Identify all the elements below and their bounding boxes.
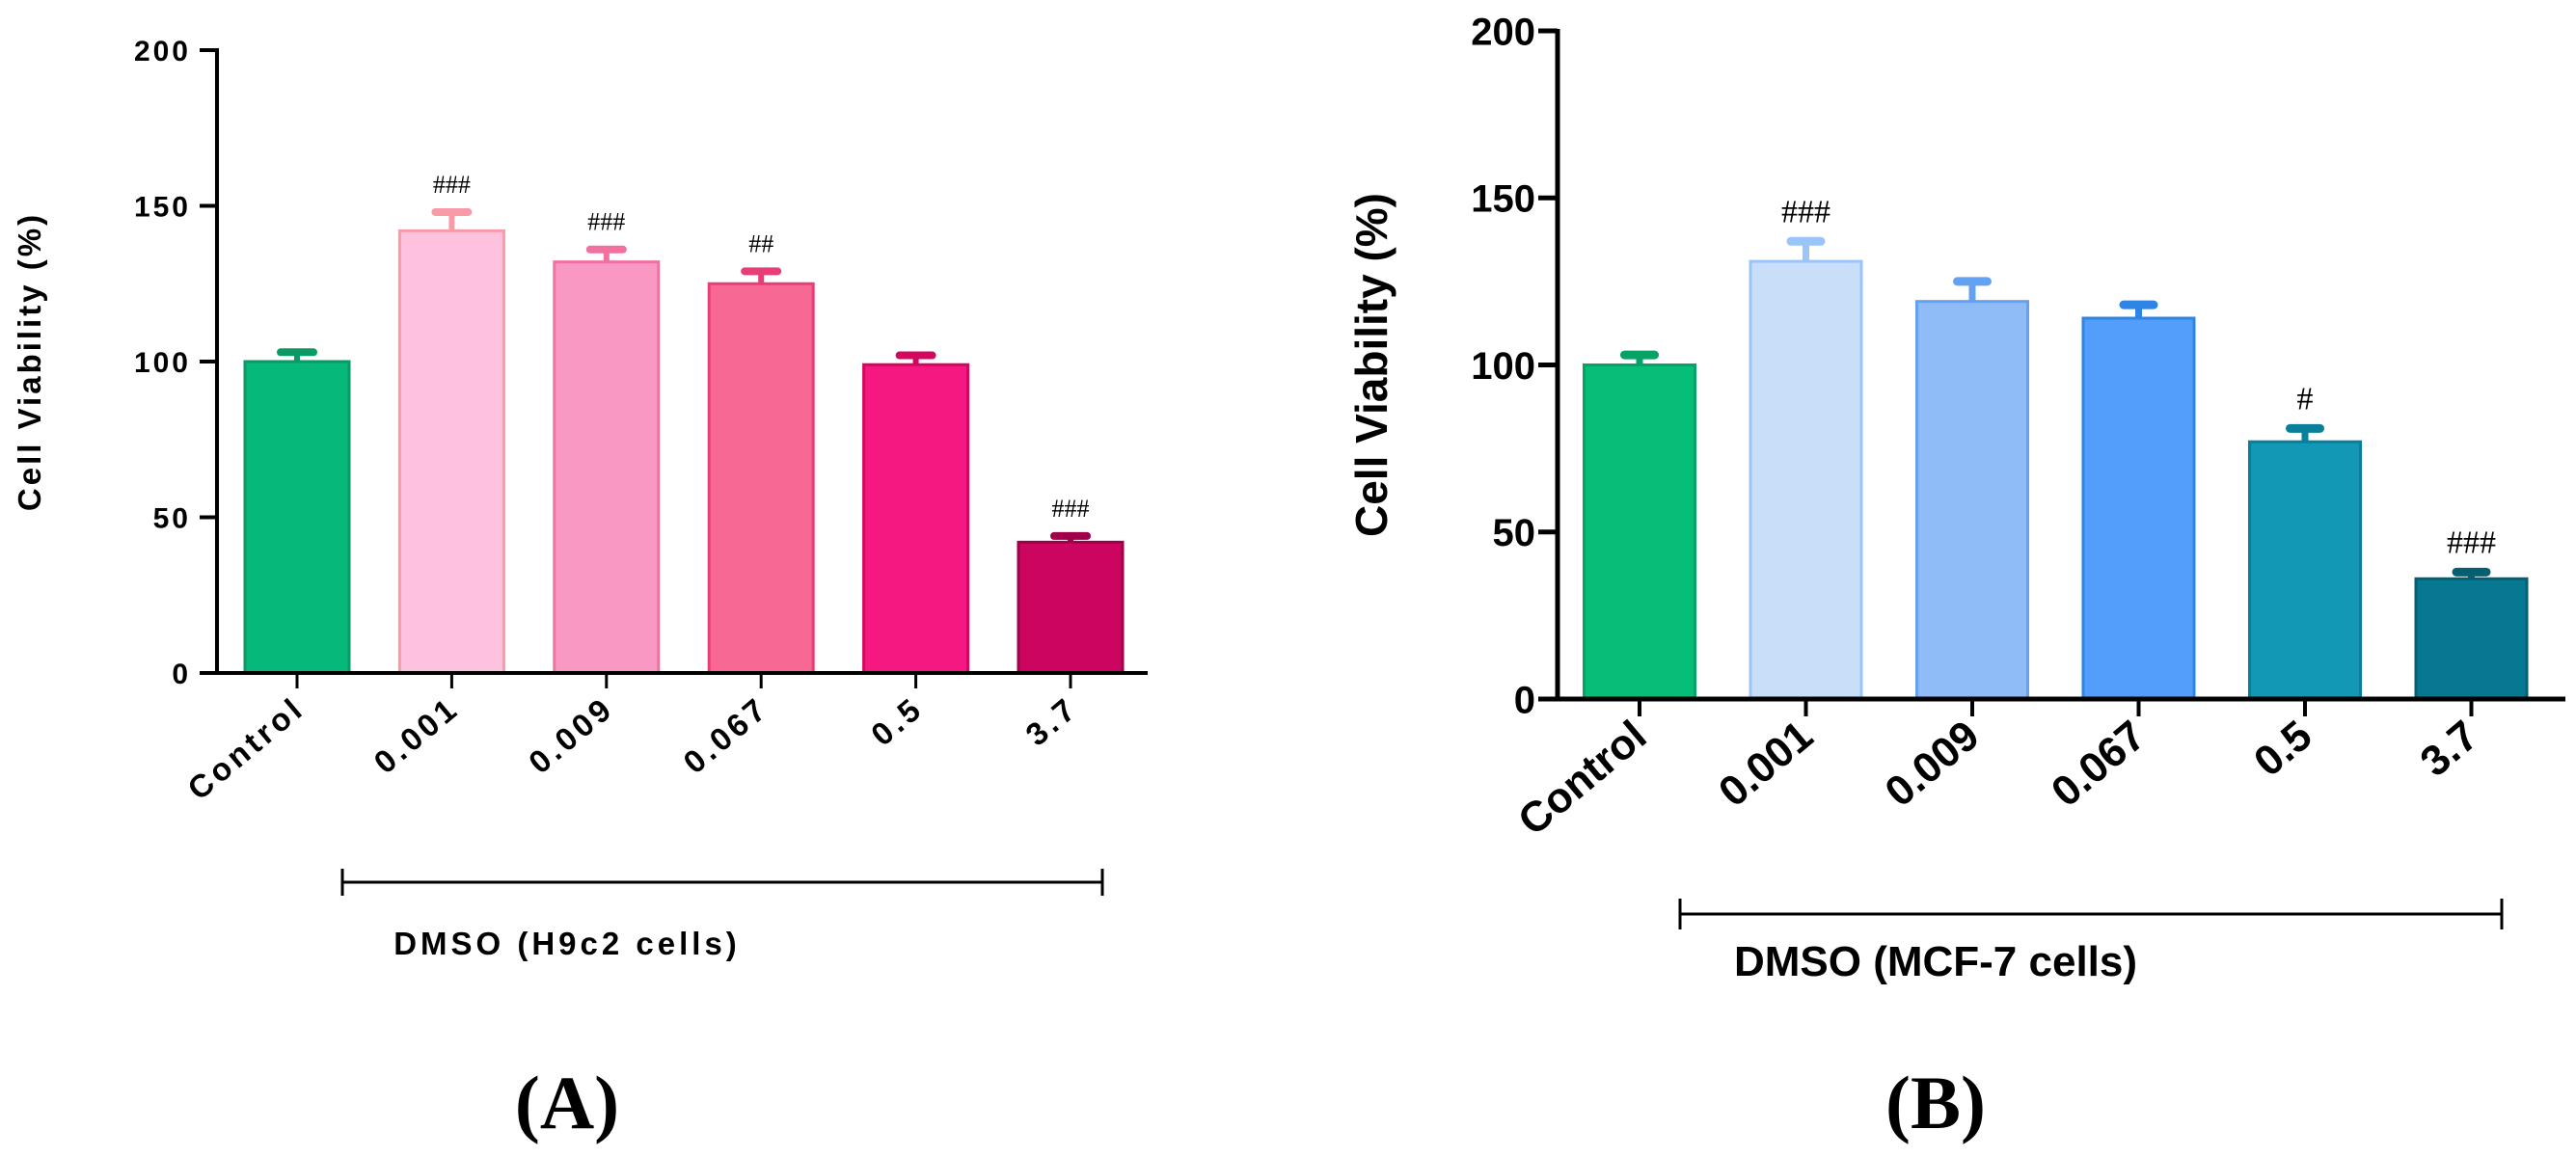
- panel-b-significance-label: #: [2297, 381, 2314, 417]
- panel-a-bar: [243, 360, 351, 675]
- panel-b-y-tick-label: 0: [1514, 679, 1535, 721]
- panel-a-bar: [707, 282, 815, 675]
- panel-a-error-cap: [277, 348, 317, 357]
- panel-b-label: (B): [1885, 1061, 1986, 1144]
- panel-a-y-tick-label: 50: [153, 502, 191, 534]
- panel-a-y-axis-label: Cell Viability (%): [12, 212, 47, 511]
- panel-b-category-label: 0.001: [1710, 712, 1822, 816]
- panel-b-error-cap: [2119, 300, 2158, 309]
- panel-a-bar: [862, 363, 970, 675]
- panel-a-bar: [553, 260, 661, 675]
- chart-panel-a: (A) DMSO (H9c2 cells) Control###0.001###…: [12, 36, 1148, 1144]
- panel-b-y-tick-label: 50: [1493, 512, 1536, 554]
- panel-b-y-tick-label: 150: [1471, 178, 1535, 221]
- panel-a-category-label: 0.001: [367, 689, 466, 780]
- panel-a-significance-label: ###: [433, 171, 471, 199]
- panel-b-error-cap: [2452, 567, 2491, 577]
- panel-a-bar: [397, 229, 505, 675]
- panel-b-category-label: 0.067: [2043, 712, 2155, 816]
- panel-a-significance-label: ###: [1052, 495, 1090, 523]
- panel-a-y-tick-label: 0: [172, 659, 191, 690]
- panel-b-error-cap: [1953, 277, 1992, 286]
- panel-a-group-label: DMSO (H9c2 cells): [393, 926, 741, 961]
- panel-a-category-label: 0.067: [676, 689, 774, 780]
- panel-b-bar: [2414, 577, 2529, 701]
- panel-b-error-cap: [1786, 236, 1826, 246]
- panel-a-bar: [1017, 540, 1125, 675]
- panel-a-significance-label: ##: [748, 229, 773, 257]
- panel-a-category-label: 0.5: [864, 689, 930, 753]
- panel-b-significance-label: ###: [2447, 525, 2496, 560]
- panel-a-error-cap: [741, 267, 782, 276]
- panel-b-bar: [1749, 259, 1863, 701]
- panel-a-error-cap: [1050, 531, 1091, 540]
- panel-b-error-cap: [1620, 350, 1659, 360]
- panel-b-bar: [1915, 300, 2029, 701]
- panel-a-category-label: 0.009: [522, 689, 620, 780]
- panel-b-bar: [1583, 363, 1696, 701]
- panel-b-bar: [2248, 440, 2362, 701]
- panel-b-y-tick-label: 100: [1471, 345, 1535, 388]
- panel-b-y-axis-label: Cell Viability (%): [1346, 193, 1396, 537]
- panel-a-y-tick-label: 100: [134, 347, 191, 379]
- panel-a-label: (A): [515, 1061, 619, 1144]
- panel-a-error-cap: [895, 351, 936, 360]
- panel-a-significance-label: ###: [587, 208, 625, 236]
- panel-b-error-cap: [2286, 423, 2324, 433]
- panel-a-y-tick-label: 200: [134, 36, 191, 67]
- panel-a-category-label: 3.7: [1018, 689, 1084, 753]
- panel-b-bar: [2081, 316, 2196, 701]
- panel-a-category-label: Control: [180, 689, 311, 807]
- panel-b-y-tick-label: 200: [1471, 11, 1535, 53]
- panel-b-category-label: Control: [1509, 712, 1655, 845]
- panel-b-category-label: 0.009: [1877, 712, 1989, 816]
- panel-b-category-label: 3.7: [2412, 712, 2487, 786]
- panel-b-significance-label: ###: [1781, 194, 1830, 229]
- panel-b-category-label: 0.5: [2245, 712, 2320, 786]
- panel-b-group-label: DMSO (MCF-7 cells): [1734, 938, 2137, 985]
- panel-a-error-cap: [431, 207, 473, 216]
- panel-a-y-tick-label: 150: [134, 191, 191, 223]
- chart-panel-b: (B) DMSO (MCF-7 cells) Control ### 0.001 0.…: [1346, 11, 2565, 1144]
- panel-a-error-cap: [585, 245, 627, 254]
